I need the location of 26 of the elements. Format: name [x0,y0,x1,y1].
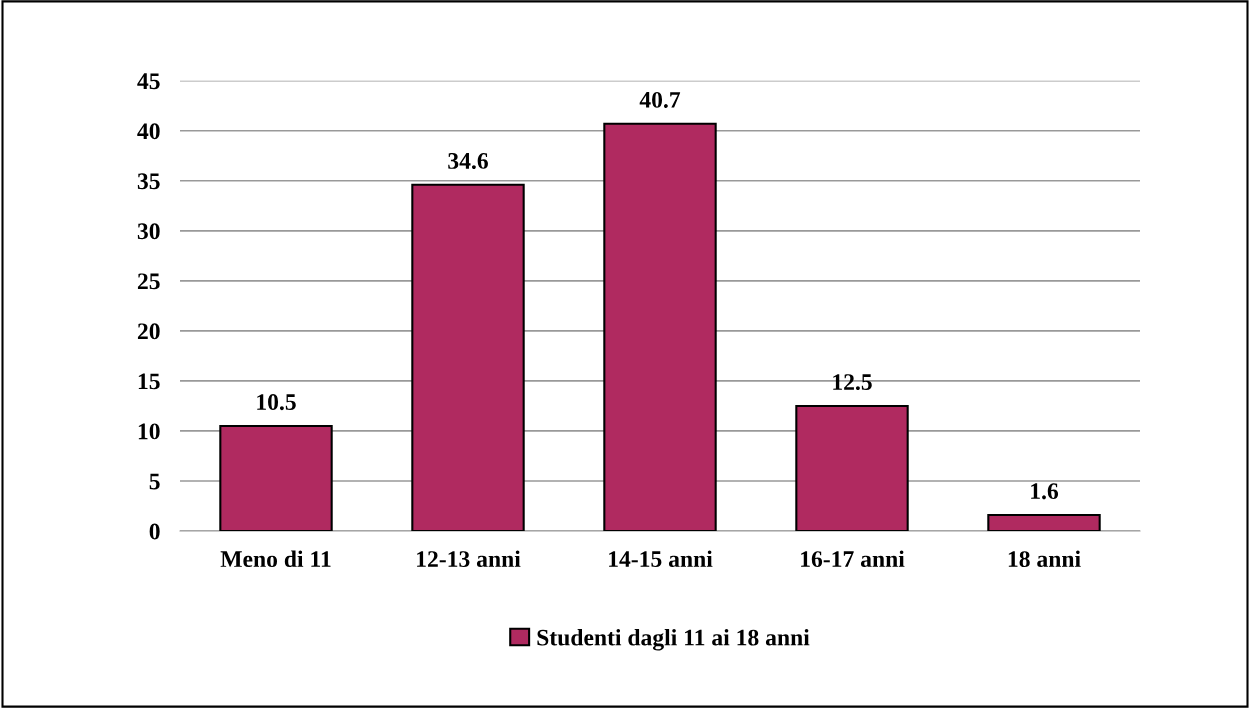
bar [795,404,909,531]
data-label: 34.6 [448,153,488,169]
y-tick-label: 25 [137,273,160,290]
bar [603,122,717,531]
y-tick-label: 40 [137,123,160,140]
y-tick-label: 15 [138,373,160,390]
data-label: 10.5 [257,394,296,411]
y-tick-label: 45 [137,73,160,90]
bar [411,183,525,531]
x-tick-label: 12-13 anni [417,550,521,568]
bar [987,513,1101,531]
legend-label: Studenti dagli 11 ai 18 anni [537,628,810,651]
data-label: 1.6 [1031,483,1059,500]
data-label: 12.5 [833,374,872,391]
y-tick-label: 0 [149,523,160,540]
x-tick-label: 16-17 anni [801,550,905,568]
y-tick-label: 20 [137,323,160,340]
bar [219,424,333,531]
y-tick-label: 30 [137,223,160,240]
x-tick-label: 14-15 anni [609,550,713,568]
y-tick-label: 10 [138,423,160,440]
x-tick-label: 18 anni [1008,550,1081,568]
y-tick-label: 35 [137,173,160,190]
x-tick-label: Meno di 11 [220,550,331,568]
y-tick-label: 5 [149,473,160,490]
data-label: 40.7 [639,91,681,108]
